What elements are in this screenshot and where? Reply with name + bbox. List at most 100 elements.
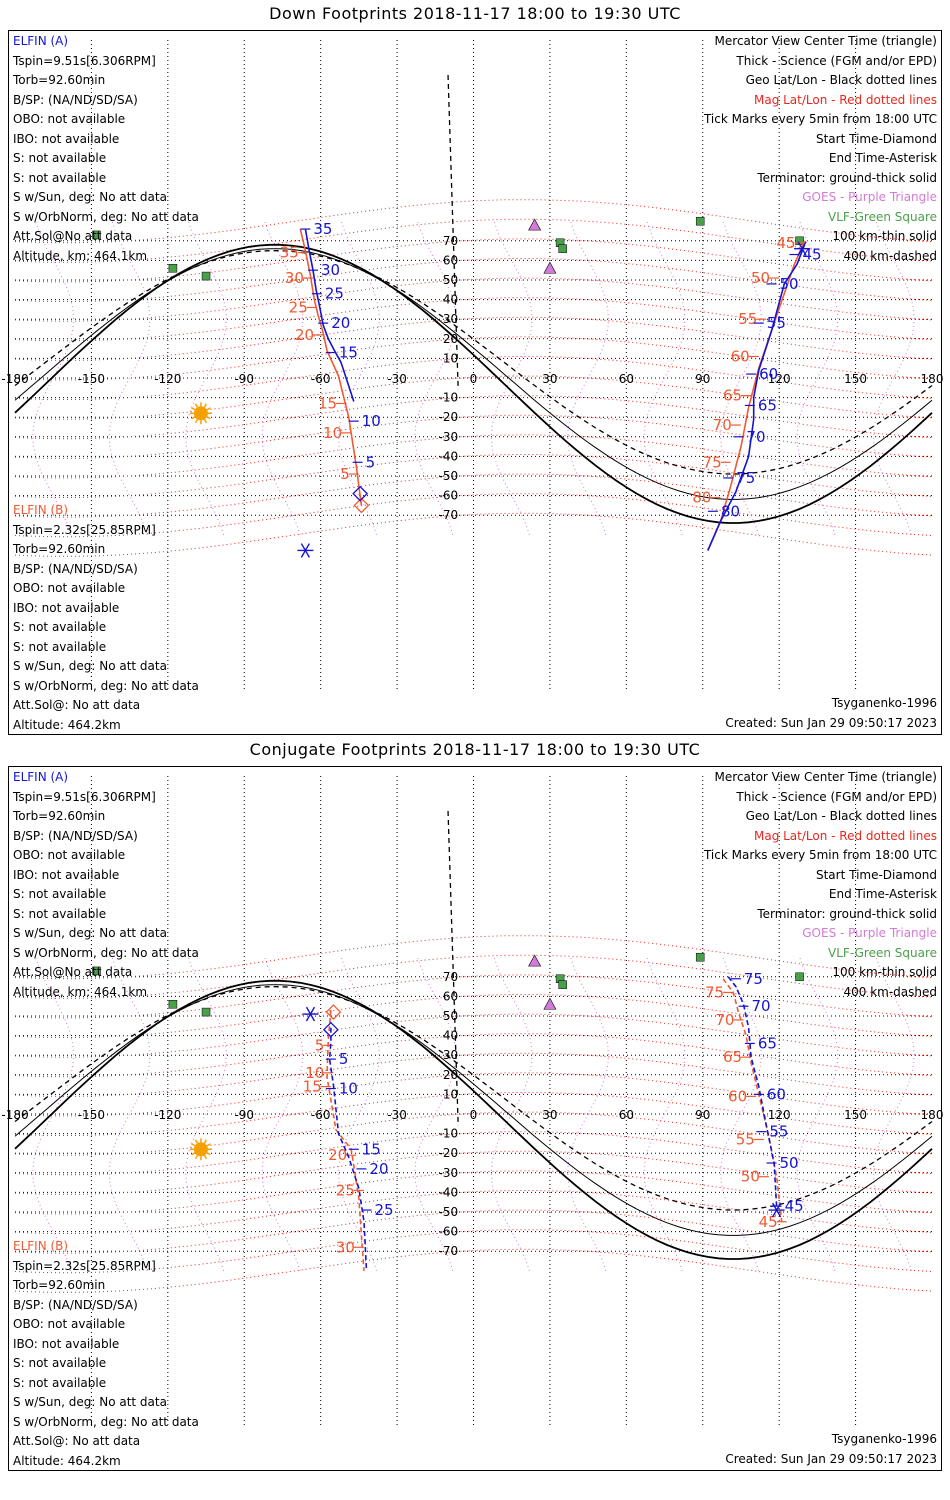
tick-label: 15	[303, 1078, 322, 1096]
legend-line: Tick Marks every 5min from 18:00 UTC	[703, 112, 937, 126]
lat-tick-label: 30	[443, 1048, 458, 1062]
lat-tick-label: -50	[439, 1205, 459, 1219]
tick-label: 75	[744, 970, 763, 988]
mag-parallel	[14, 395, 933, 440]
legend-line: Thick - Science (FGM and/or EPD)	[736, 53, 937, 68]
legend-line: End Time-Asterisk	[828, 151, 937, 165]
terminator-400km-branch	[447, 74, 459, 391]
mag-meridian	[872, 957, 915, 1271]
tick-label: 10	[305, 1064, 324, 1082]
elfin-b-info-line: B/SP: (NA/ND/SD/SA)	[13, 561, 138, 576]
tick-label: 25	[375, 1201, 394, 1219]
mag-meridian	[414, 221, 457, 535]
legend-line: Tick Marks every 5min from 18:00 UTC	[703, 848, 937, 862]
tick-label: 20	[295, 326, 314, 344]
tick-label: 50	[741, 1168, 760, 1186]
mag-meridian	[337, 221, 380, 535]
tick-label: 10	[362, 412, 381, 430]
lat-tick-label: 40	[443, 293, 458, 307]
tick-label: 5	[366, 453, 376, 471]
mag-parallel	[14, 1072, 933, 1117]
tick-label: 5	[339, 1050, 349, 1068]
elfin-b-info-line: Altitude: 464.2km	[13, 717, 121, 732]
tick-label: 15	[362, 1140, 381, 1158]
lat-tick-label: 60	[443, 989, 458, 1003]
sun-ray	[194, 418, 199, 424]
mag-parallel	[14, 218, 933, 263]
lon-tick-label: 0	[470, 1108, 478, 1122]
mag-meridian	[261, 957, 304, 1271]
mag-meridian	[185, 221, 227, 535]
mag-parallel	[14, 1229, 933, 1274]
vlf-square	[695, 216, 705, 226]
lon-tick-label: 180	[921, 372, 944, 386]
elfin-a-info-line: B/SP: (NA/ND/SD/SA)	[13, 92, 138, 107]
mag-parallel	[14, 935, 933, 980]
tick-label: 65	[758, 1034, 777, 1052]
mag-parallel	[14, 1033, 933, 1078]
elfin-a-info-line: Altitude, km: 464.1km	[13, 984, 148, 999]
tick-label: 80	[692, 489, 711, 507]
tick-label: 70	[715, 1011, 734, 1029]
mag-meridian	[490, 221, 533, 535]
lon-tick-label: 30	[542, 372, 557, 386]
sun-icon	[193, 406, 208, 421]
elfin-a-info-line: S w/OrbNorm, deg: No att data	[13, 945, 199, 960]
elfin-a-track	[328, 1027, 368, 1271]
lon-tick-label: -150	[78, 372, 105, 386]
legend-line: Terminator: ground-thick solid	[757, 906, 937, 921]
mag-meridian	[567, 221, 610, 535]
vlf-square	[92, 966, 101, 976]
mag-meridian	[32, 221, 75, 535]
mag-parallel	[14, 493, 933, 538]
mag-parallel	[14, 1150, 933, 1195]
legend-line: Terminator: ground-thick solid	[757, 170, 937, 185]
created-timestamp: Created: Sun Jan 29 09:50:17 2023	[725, 716, 937, 730]
tick-label: 65	[758, 396, 777, 414]
lat-tick-label: -40	[439, 1185, 459, 1199]
lon-tick-label: 120	[768, 1108, 791, 1122]
mag-meridian	[414, 957, 457, 1271]
elfin-b-info-line: S w/OrbNorm, deg: No att data	[13, 1414, 199, 1429]
model-label: Tsyganenko-1996	[831, 696, 937, 710]
vlf-square	[695, 952, 705, 962]
elfin-a-track	[304, 228, 355, 402]
lon-tick-label: -90	[234, 372, 254, 386]
tick-label: 75	[703, 453, 722, 471]
tick-label: 70	[752, 997, 771, 1015]
tick-label: 80	[721, 502, 740, 520]
mag-meridian	[796, 221, 839, 535]
lat-tick-label: 70	[443, 234, 458, 248]
start-diamond	[352, 485, 369, 502]
tick-label: 50	[780, 1154, 799, 1172]
mag-meridian	[796, 957, 839, 1271]
lon-tick-label: -60	[311, 1108, 331, 1122]
mag-parallel	[14, 1092, 933, 1136]
model-label: Tsyganenko-1996	[831, 1432, 937, 1446]
mag-parallel	[14, 238, 933, 283]
elfin-b-track	[299, 228, 363, 506]
lat-tick-label: -40	[439, 449, 459, 463]
elfin-a-info-line: Torb=92.60min	[13, 73, 106, 87]
lat-tick-label: -20	[439, 1146, 459, 1160]
mag-parallel	[14, 1209, 933, 1254]
lat-tick-label: -30	[439, 1166, 459, 1180]
tick-label: 60	[731, 347, 750, 365]
sun-ray	[203, 1139, 208, 1144]
tick-label: 10	[323, 424, 342, 442]
lat-tick-label: 40	[443, 1029, 458, 1043]
tick-label: 70	[746, 428, 765, 446]
sun-ray	[206, 416, 211, 420]
elfin-b-info-line: S: not available	[13, 620, 107, 634]
mag-parallel	[14, 954, 933, 999]
mag-parallel	[14, 258, 933, 302]
legend-line: 400 km-dashed	[843, 248, 937, 263]
mag-meridian	[720, 957, 762, 1271]
terminator-100km	[14, 984, 933, 1236]
lat-tick-label: 20	[443, 332, 458, 346]
elfin-a-info-line: S w/Sun, deg: No att data	[13, 926, 167, 940]
sun-ray	[206, 1143, 211, 1147]
tick-label: 20	[328, 1146, 347, 1164]
vlf-square	[558, 980, 567, 989]
elfin-a-info-line: Tspin=9.51s[6.306RPM]	[13, 53, 156, 68]
